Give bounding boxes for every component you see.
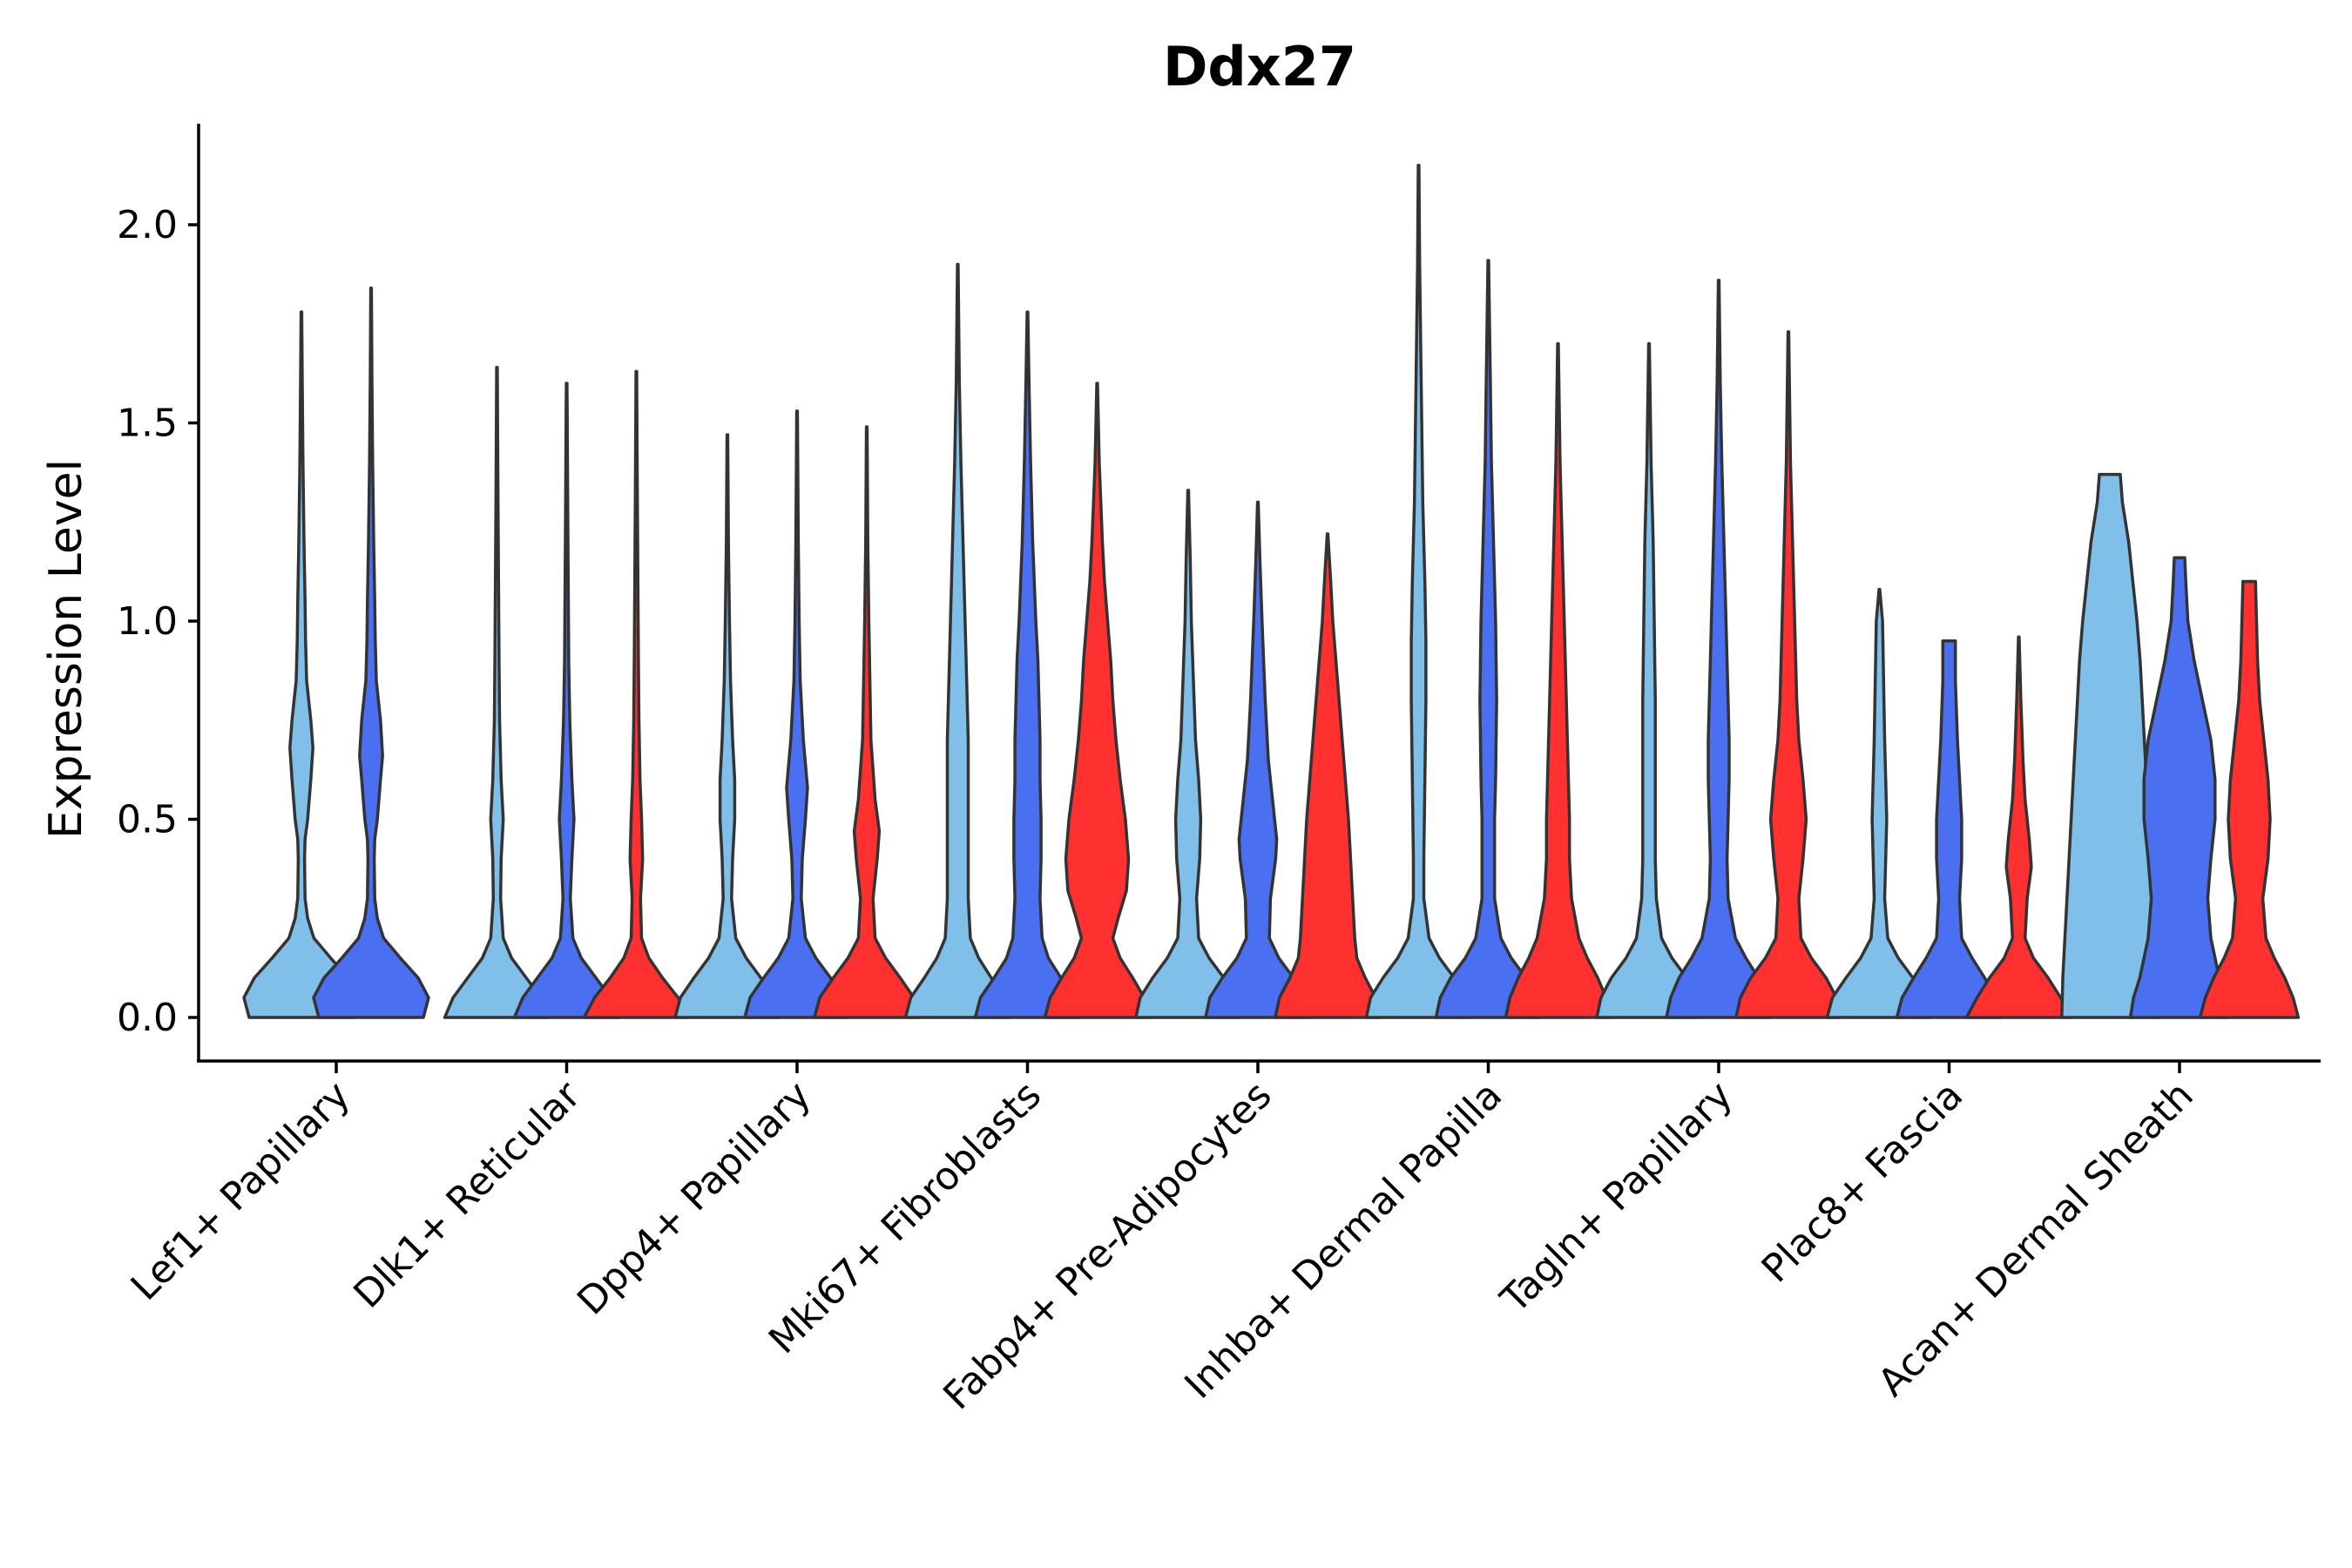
- y-tick-label: 1.0: [117, 599, 178, 644]
- violin: [2060, 472, 2159, 1019]
- violin: [1825, 587, 1934, 1019]
- violin: [1964, 635, 2073, 1019]
- violin: [1274, 532, 1382, 1019]
- violin: [582, 369, 691, 1019]
- category-group: [673, 409, 921, 1019]
- violin: [973, 310, 1082, 1019]
- y-axis-ticks: 0.0 0.5 1.0 1.5 2.0: [117, 203, 199, 1040]
- y-tick-label: 2.0: [117, 203, 178, 247]
- category-group: [1825, 587, 2073, 1019]
- chart-title: Ddx27: [1163, 35, 1356, 98]
- violin: [1364, 164, 1473, 1019]
- category-group: [242, 287, 430, 1019]
- violin: [1595, 341, 1703, 1019]
- y-tick-label: 0.5: [117, 798, 178, 842]
- y-tick-label: 1.5: [117, 402, 178, 446]
- y-tick-label: 0.0: [117, 996, 178, 1040]
- violin: [1204, 500, 1312, 1019]
- violin: [903, 262, 1012, 1019]
- category-group: [903, 262, 1152, 1019]
- x-tick-label: Lef1+ Papillary: [123, 1073, 359, 1309]
- violin: [1134, 489, 1242, 1019]
- violin: [743, 409, 851, 1019]
- violin: [443, 366, 551, 1019]
- violin: [1734, 330, 1842, 1019]
- violin: [813, 425, 921, 1019]
- y-axis-label: Expression Level: [40, 459, 92, 839]
- violin: [2198, 579, 2301, 1019]
- violin: [512, 382, 621, 1019]
- violin: [312, 287, 430, 1019]
- category-group: [1134, 489, 1382, 1019]
- violins-group: [242, 164, 2301, 1019]
- violin: [2128, 556, 2231, 1019]
- violin: [1665, 278, 1773, 1019]
- x-tick-label: Plac8+ Fascia: [1754, 1073, 1972, 1292]
- category-group: [1595, 278, 1842, 1019]
- category-group: [1364, 164, 1612, 1019]
- violin: [673, 433, 781, 1019]
- category-group: [2060, 472, 2301, 1019]
- category-group: [443, 366, 691, 1019]
- violin: [1043, 382, 1152, 1019]
- x-tick-label: Dpp4+ Papillary: [569, 1073, 820, 1324]
- violin: [1895, 639, 2004, 1019]
- violin: [242, 310, 361, 1019]
- violin: [1434, 259, 1543, 1019]
- x-tick-label: Dlk1+ Reticular: [345, 1072, 590, 1317]
- x-tick-label: Tagln+ Papillary: [1492, 1073, 1741, 1322]
- violin: [1504, 341, 1612, 1019]
